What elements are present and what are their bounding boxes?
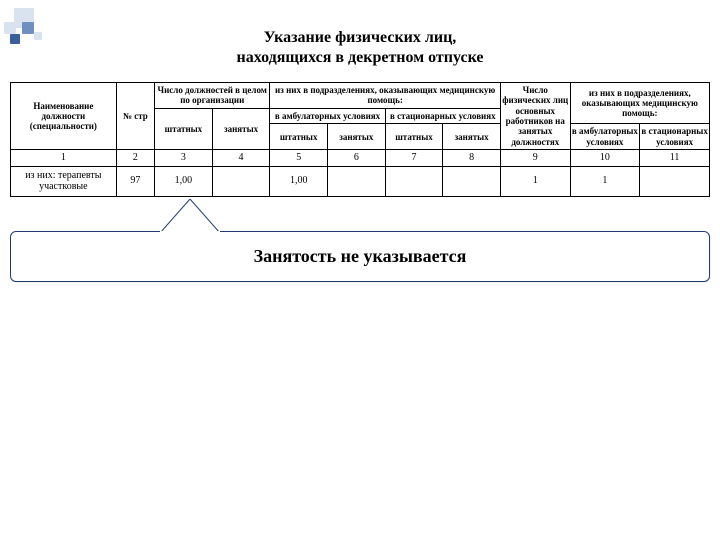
cell-8 <box>443 166 501 196</box>
cell-4 <box>212 166 270 196</box>
header-col7-8-sub: в стационарных условиях <box>385 108 500 124</box>
callout-text: Занятость не указывается <box>254 246 467 266</box>
colnum-5: 5 <box>270 150 328 167</box>
header-col4: занятых <box>212 108 270 149</box>
colnum-8: 8 <box>443 150 501 167</box>
column-number-row: 1 2 3 4 5 6 7 8 9 10 11 <box>11 150 710 167</box>
header-col10: в амбулаторных условиях <box>570 124 640 150</box>
title-line-1: Указание физических лиц, <box>264 29 457 46</box>
header-col2: № стр <box>116 83 154 150</box>
callout-box: Занятость не указывается <box>10 231 710 282</box>
header-col11: в стационарных условиях <box>640 124 710 150</box>
main-table: Наименование должности (специальности) №… <box>10 82 710 197</box>
colnum-9: 9 <box>500 150 570 167</box>
colnum-4: 4 <box>212 150 270 167</box>
cell-7 <box>385 166 443 196</box>
cell-11 <box>640 166 710 196</box>
cell-3: 1,00 <box>155 166 213 196</box>
header-col3-4-group: Число должностей в целом по организации <box>155 83 270 109</box>
colnum-2: 2 <box>116 150 154 167</box>
cell-10: 1 <box>570 166 640 196</box>
row-label: из них: терапевты участковые <box>11 166 117 196</box>
header-col5: штатных <box>270 124 328 150</box>
callout: Занятость не указывается <box>10 231 710 282</box>
colnum-6: 6 <box>328 150 386 167</box>
header-col7: штатных <box>385 124 443 150</box>
cell-6 <box>328 166 386 196</box>
cell-5: 1,00 <box>270 166 328 196</box>
colnum-1: 1 <box>11 150 117 167</box>
row-num: 97 <box>116 166 154 196</box>
header-col10-11-group: из них в подразделениях, оказывающих мед… <box>570 83 709 124</box>
colnum-7: 7 <box>385 150 443 167</box>
corner-decoration <box>4 8 48 52</box>
title-line-2: находящихся в декретном отпуске <box>236 49 483 66</box>
colnum-10: 10 <box>570 150 640 167</box>
header-col3: штатных <box>155 108 213 149</box>
table-row: из них: терапевты участковые 97 1,00 1,0… <box>11 166 710 196</box>
callout-tail-icon <box>160 199 220 233</box>
cell-9: 1 <box>500 166 570 196</box>
colnum-3: 3 <box>155 150 213 167</box>
colnum-11: 11 <box>640 150 710 167</box>
page-title: Указание физических лиц, находящихся в д… <box>0 0 720 82</box>
header-col5-8-group: из них в подразделениях, оказывающих мед… <box>270 83 501 109</box>
header-col6: занятых <box>328 124 386 150</box>
header-col9: Число физических лиц основных работников… <box>500 83 570 150</box>
header-col5-6-sub: в амбулаторных условиях <box>270 108 385 124</box>
header-col8: занятых <box>443 124 501 150</box>
header-col1: Наименование должности (специальности) <box>11 83 117 150</box>
